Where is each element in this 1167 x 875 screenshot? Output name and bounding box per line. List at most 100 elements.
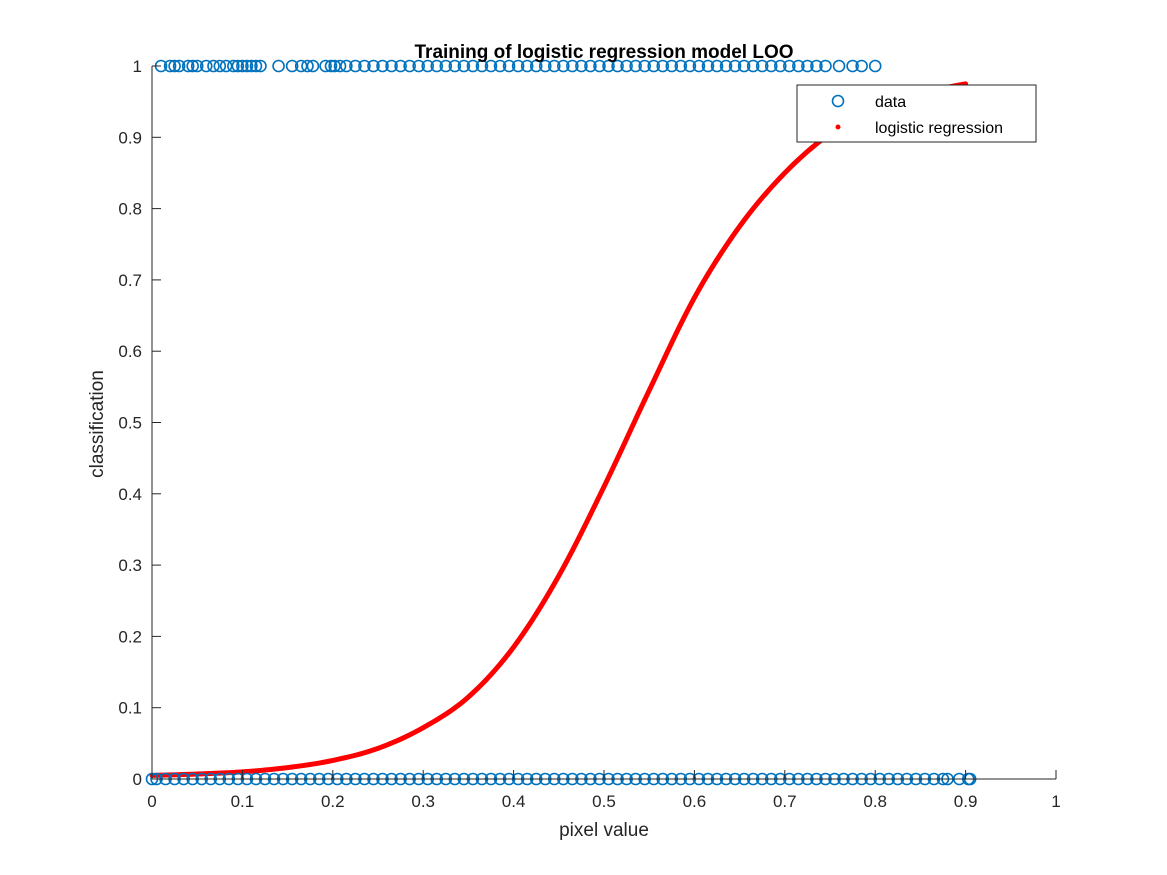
data-point <box>448 59 462 73</box>
data-point <box>764 59 778 73</box>
data-point <box>168 59 181 73</box>
data-point <box>213 59 227 73</box>
data-point <box>272 59 285 73</box>
data-point <box>801 59 814 73</box>
x-tick-label: 0.7 <box>773 792 797 811</box>
data-point <box>656 59 670 73</box>
data-point <box>647 59 661 73</box>
data-point <box>163 59 177 73</box>
data-point <box>439 59 453 73</box>
legend: data logistic regression <box>796 84 1037 143</box>
data-point <box>306 59 320 73</box>
data-point <box>710 59 724 73</box>
data-point <box>557 59 570 73</box>
y-tick-label: 0.9 <box>118 128 142 147</box>
data-point <box>855 59 868 73</box>
data-point <box>602 59 615 73</box>
x-tick-label: 0.4 <box>502 792 526 811</box>
data-point <box>547 59 561 73</box>
data-point <box>249 59 263 73</box>
x-axis-ticks: 0 0.1 0.2 0.3 0.4 0.5 0.6 0.7 0.8 0.9 1 <box>147 770 1061 811</box>
chart-title: Training of logistic regression model LO… <box>415 42 794 63</box>
data-point <box>701 59 715 73</box>
data-point <box>421 59 435 73</box>
data-point <box>394 59 407 73</box>
data-point <box>349 59 362 73</box>
data-point <box>755 59 769 73</box>
y-tick-label: 0.7 <box>118 271 142 290</box>
data-point <box>285 59 299 73</box>
legend-data-marker <box>831 94 845 108</box>
data-point <box>719 59 733 73</box>
data-point <box>227 59 240 73</box>
x-tick-label: 0.9 <box>954 792 978 811</box>
data-point <box>475 59 489 73</box>
x-tick-label: 0.8 <box>863 792 887 811</box>
x-tick-label: 0.6 <box>683 792 707 811</box>
data-point <box>430 59 444 73</box>
data-point <box>190 59 204 73</box>
y-tick-label: 0.2 <box>118 627 142 646</box>
data-point <box>584 59 597 73</box>
y-tick-label: 0 <box>133 770 142 789</box>
data-point <box>502 59 516 73</box>
data-point <box>792 59 805 73</box>
data-point <box>484 59 498 73</box>
y-tick-label: 1 <box>133 57 142 76</box>
data-point <box>575 59 588 73</box>
data-point <box>319 59 332 73</box>
data-point <box>674 59 688 73</box>
data-point <box>324 59 338 73</box>
data-point <box>520 59 534 73</box>
y-tick-label: 0.6 <box>118 342 142 361</box>
data-point <box>385 59 398 73</box>
y-axis-ticks: 0 0.1 0.2 0.3 0.4 0.5 0.6 0.7 0.8 0.9 1 <box>118 57 161 789</box>
data-point <box>340 59 353 73</box>
y-axis-label: classification <box>87 370 108 478</box>
data-point <box>737 59 751 73</box>
data-point <box>529 59 543 73</box>
data-point <box>629 59 642 73</box>
data-point <box>846 59 859 73</box>
data-point <box>376 59 389 73</box>
data-point <box>810 59 823 73</box>
data-point <box>466 59 480 73</box>
data-point <box>773 59 787 73</box>
data-point <box>868 59 882 73</box>
data-point <box>566 59 579 73</box>
y-tick-label: 0.4 <box>118 485 142 504</box>
data-point <box>186 59 199 73</box>
data-point <box>819 59 832 73</box>
legend-data-label: data <box>875 94 906 111</box>
y-tick-label: 0.8 <box>118 200 142 219</box>
x-tick-label: 0.5 <box>592 792 616 811</box>
data-point <box>403 59 416 73</box>
data-point <box>181 59 195 73</box>
data-point <box>240 59 254 73</box>
data-point <box>832 59 846 73</box>
data-point <box>620 59 633 73</box>
data-point <box>746 59 760 73</box>
data-point <box>412 59 425 73</box>
legend-regression-marker <box>835 124 841 130</box>
data-point <box>231 59 245 73</box>
data-point <box>236 59 249 73</box>
data-point <box>638 59 651 73</box>
data-point <box>665 59 679 73</box>
data-point <box>457 59 471 73</box>
data-point <box>611 59 624 73</box>
data-point <box>199 59 213 73</box>
data-point <box>728 59 742 73</box>
x-axis-label: pixel value <box>559 820 649 841</box>
data-point <box>172 59 186 73</box>
legend-regression-label: logistic regression <box>875 120 1003 137</box>
data-point <box>245 59 258 73</box>
x-tick-label: 0.1 <box>231 792 255 811</box>
data-point <box>683 59 697 73</box>
y-tick-label: 0.3 <box>118 556 142 575</box>
data-point <box>783 59 796 73</box>
x-tick-label: 0.2 <box>321 792 345 811</box>
data-point <box>593 59 606 73</box>
